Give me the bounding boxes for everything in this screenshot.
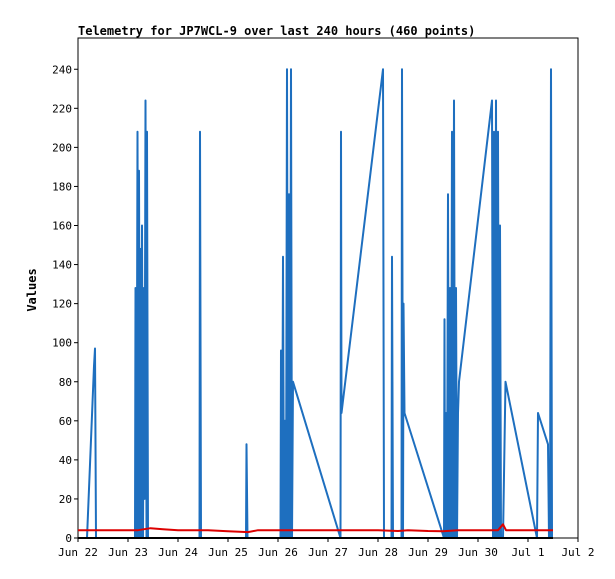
series-line-2 [78, 523, 553, 534]
x-tick-label: Jul 2 [561, 546, 594, 559]
x-tick-label: Jun 28 [358, 546, 398, 559]
y-tick-label: 180 [52, 180, 72, 193]
y-tick-label: 100 [52, 337, 72, 350]
plot-area-frame [77, 37, 579, 539]
y-tick-label: 240 [52, 63, 72, 76]
y-tick-label: 20 [59, 493, 72, 506]
y-tick-label: 200 [52, 141, 72, 154]
x-tick-label: Jun 29 [408, 546, 448, 559]
y-tick-label: 220 [52, 102, 72, 115]
x-tick-label: Jun 26 [258, 546, 298, 559]
y-tick-label: 60 [59, 415, 72, 428]
y-axis-label: Values [25, 268, 39, 311]
x-tick-label: Jun 23 [108, 546, 148, 559]
series-line-1 [86, 68, 553, 539]
x-tick-label: Jun 24 [158, 546, 198, 559]
x-tick-label: Jun 25 [208, 546, 248, 559]
x-tick-label: Jun 22 [58, 546, 98, 559]
x-axis: Jun 22 Jun 23 Jun 24 Jun 25 Jun 26 Jun 27 Jun … [58, 538, 595, 559]
x-tick-label: Jul 1 [511, 546, 544, 559]
y-tick-label: 80 [59, 376, 72, 389]
y-tick-label: 140 [52, 259, 72, 272]
y-tick-label: 120 [52, 298, 72, 311]
y-tick-label: 40 [59, 454, 72, 467]
y-tick-label: 160 [52, 220, 72, 233]
y-tick-label: 0 [65, 532, 72, 545]
chart-title: Telemetry for JP7WCL-9 over last 240 hou… [78, 24, 475, 38]
x-tick-label: Jun 27 [308, 546, 348, 559]
y-axis: 0 20 40 60 80 100 120 140 160 180 200 220 240 [52, 63, 78, 545]
series-group [78, 68, 553, 539]
x-tick-label: Jun 30 [458, 546, 498, 559]
